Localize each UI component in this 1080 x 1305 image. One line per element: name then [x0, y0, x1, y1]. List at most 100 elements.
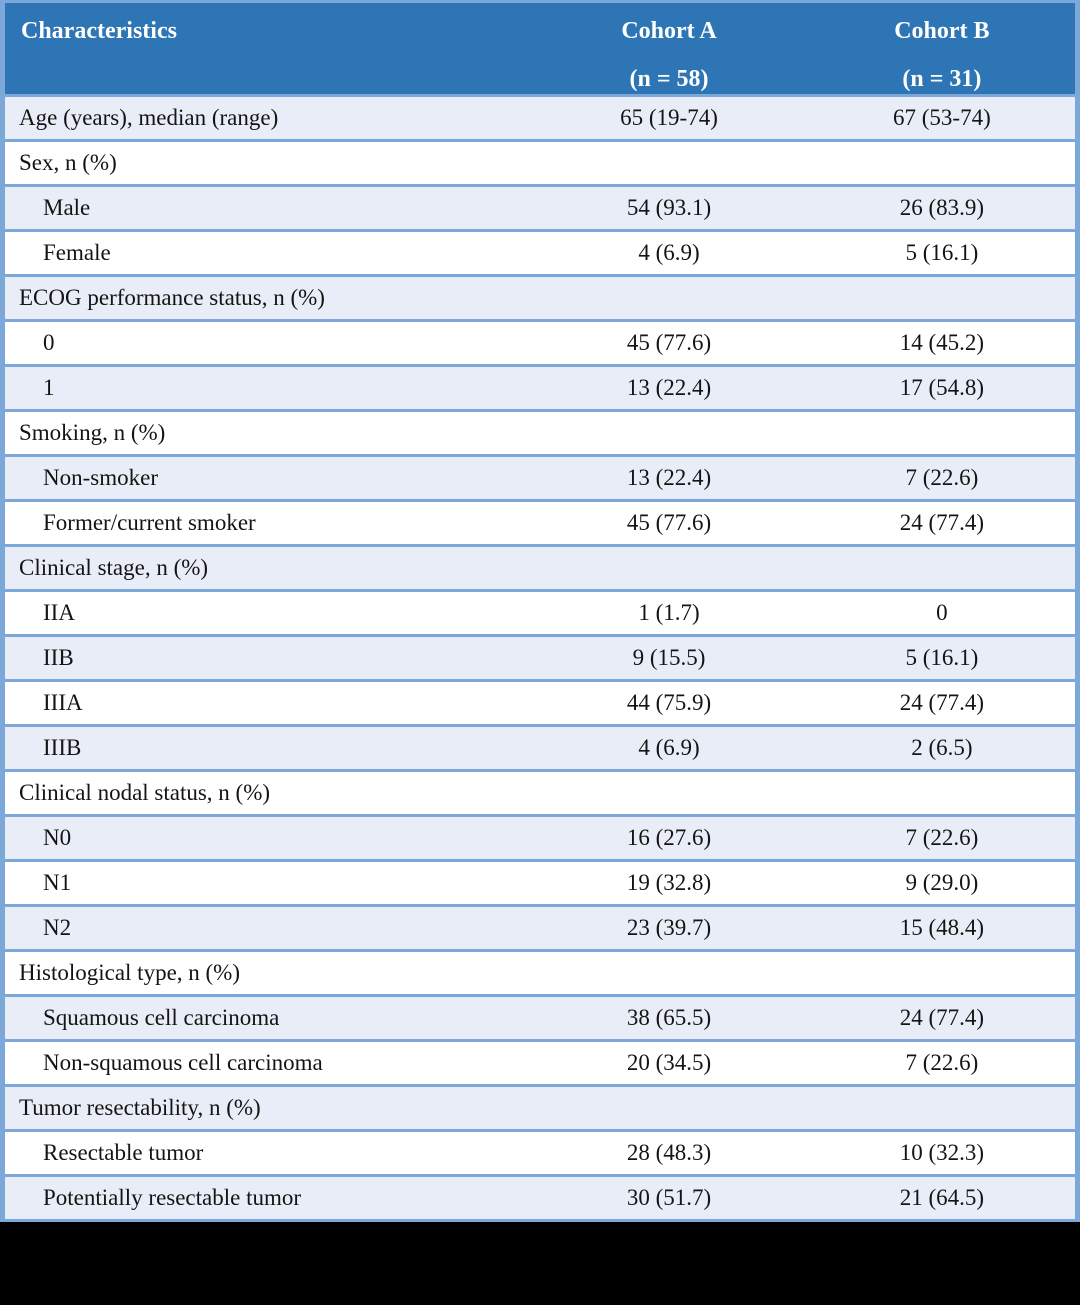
row-label-cell: Histological type, n (%)	[2, 949, 530, 996]
section-row: Sex, n (%)	[2, 139, 1078, 186]
cohort-a-value-cell: 20 (34.5)	[529, 1039, 809, 1086]
row-label-cell: Clinical nodal status, n (%)	[2, 769, 530, 816]
cohort-b-value-cell: 7 (22.6)	[808, 814, 1078, 861]
row-label-cell: Non-squamous cell carcinoma	[2, 1039, 530, 1086]
table-row: N0 16 (27.6) 7 (22.6)	[2, 814, 1078, 861]
cohort-a-value-cell: 9 (15.5)	[529, 634, 809, 681]
cohort-a-value-cell: 54 (93.1)	[529, 184, 809, 231]
cohort-a-value-cell: 23 (39.7)	[529, 904, 809, 951]
cohort-a-value-cell: 45 (77.6)	[529, 499, 809, 546]
cohort-b-value-cell: 0	[808, 589, 1078, 636]
cohort-a-value-cell: 4 (6.9)	[529, 724, 809, 771]
table-row: N2 23 (39.7) 15 (48.4)	[2, 904, 1078, 951]
cohort-a-value-cell: 30 (51.7)	[529, 1174, 809, 1221]
header-row: Characteristics Cohort A (n = 58) Cohort…	[2, 1, 1078, 97]
table-row: 0 45 (77.6) 14 (45.2)	[2, 319, 1078, 366]
cohort-a-value-cell	[529, 544, 809, 591]
cohort-a-value-cell	[529, 949, 809, 996]
row-label-cell: N2	[2, 904, 530, 951]
cohort-b-value-cell: 7 (22.6)	[808, 454, 1078, 501]
table-row: IIB 9 (15.5) 5 (16.1)	[2, 634, 1078, 681]
section-row: Tumor resectability, n (%)	[2, 1084, 1078, 1131]
cohort-b-value-cell: 9 (29.0)	[808, 859, 1078, 906]
section-row: Clinical nodal status, n (%)	[2, 769, 1078, 816]
cohort-b-value-cell	[808, 409, 1078, 456]
table-row: IIIB 4 (6.9) 2 (6.5)	[2, 724, 1078, 771]
section-row: ECOG performance status, n (%)	[2, 274, 1078, 321]
row-label-cell: Squamous cell carcinoma	[2, 994, 530, 1041]
table-row: Female 4 (6.9) 5 (16.1)	[2, 229, 1078, 276]
cohort-a-value-cell: 4 (6.9)	[529, 229, 809, 276]
row-label-cell: IIA	[2, 589, 530, 636]
cohort-b-value-cell: 14 (45.2)	[808, 319, 1078, 366]
cohort-b-value-cell: 5 (16.1)	[808, 229, 1078, 276]
table-row: 1 13 (22.4) 17 (54.8)	[2, 364, 1078, 411]
table-row: Squamous cell carcinoma 38 (65.5) 24 (77.4…	[2, 994, 1078, 1041]
row-label-cell: ECOG performance status, n (%)	[2, 274, 530, 321]
cohort-b-value-cell: 21 (64.5)	[808, 1174, 1078, 1221]
section-row: Smoking, n (%)	[2, 409, 1078, 456]
cohort-b-value-cell: 67 (53-74)	[808, 94, 1078, 141]
cohort-a-value-cell	[529, 1084, 809, 1131]
document-page: Characteristics Cohort A (n = 58) Cohort…	[0, 0, 1080, 1222]
cohort-b-value-cell	[808, 769, 1078, 816]
row-label-cell: 1	[2, 364, 530, 411]
table-row: IIIA 44 (75.9) 24 (77.4)	[2, 679, 1078, 726]
row-label-cell: 0	[2, 319, 530, 366]
cohort-b-value-cell	[808, 949, 1078, 996]
row-label-cell: Sex, n (%)	[2, 139, 530, 186]
cohort-a-value-cell: 13 (22.4)	[529, 454, 809, 501]
cohort-a-value-cell: 44 (75.9)	[529, 679, 809, 726]
cohort-b-value-cell: 24 (77.4)	[808, 679, 1078, 726]
table-row: Non-squamous cell carcinoma 20 (34.5) 7 (2…	[2, 1039, 1078, 1086]
section-row: Clinical stage, n (%)	[2, 544, 1078, 591]
cohort-a-value-cell: 38 (65.5)	[529, 994, 809, 1041]
row-label-cell: Non-smoker	[2, 454, 530, 501]
cohort-a-value-cell: 45 (77.6)	[529, 319, 809, 366]
col-header-cohort-b: Cohort B (n = 31)	[808, 1, 1078, 97]
cohort-b-value-cell: 15 (48.4)	[808, 904, 1078, 951]
row-label-cell: IIIB	[2, 724, 530, 771]
table-row: IIA 1 (1.7) 0	[2, 589, 1078, 636]
cohort-b-value-cell	[808, 274, 1078, 321]
row-label-cell: IIB	[2, 634, 530, 681]
col-header-cohort-a: Cohort A (n = 58)	[529, 1, 809, 97]
cohort-a-title: Cohort A	[621, 18, 717, 44]
row-label-cell: IIIA	[2, 679, 530, 726]
table-row: Resectable tumor 28 (48.3) 10 (32.3)	[2, 1129, 1078, 1176]
cohort-b-value-cell: 26 (83.9)	[808, 184, 1078, 231]
cohort-a-value-cell: 65 (19-74)	[529, 94, 809, 141]
table-row: Age (years), median (range) 65 (19-74) 67 …	[2, 94, 1078, 141]
cohort-b-value-cell: 5 (16.1)	[808, 634, 1078, 681]
cohort-a-value-cell	[529, 139, 809, 186]
table-row: Potentially resectable tumor 30 (51.7) 21 …	[2, 1174, 1078, 1221]
cohort-b-value-cell	[808, 544, 1078, 591]
row-label-cell: Resectable tumor	[2, 1129, 530, 1176]
cohort-a-value-cell	[529, 409, 809, 456]
cohort-b-title: Cohort B	[894, 18, 990, 44]
cohort-a-value-cell	[529, 769, 809, 816]
section-row: Histological type, n (%)	[2, 949, 1078, 996]
row-label-cell: Smoking, n (%)	[2, 409, 530, 456]
cohort-a-value-cell	[529, 274, 809, 321]
table-row: Former/current smoker 45 (77.6) 24 (77.4)	[2, 499, 1078, 546]
row-label-cell: N0	[2, 814, 530, 861]
row-label-cell: Potentially resectable tumor	[2, 1174, 530, 1221]
cohort-b-value-cell: 24 (77.4)	[808, 994, 1078, 1041]
cohort-b-value-cell: 24 (77.4)	[808, 499, 1078, 546]
cohort-b-value-cell: 17 (54.8)	[808, 364, 1078, 411]
row-label-cell: Female	[2, 229, 530, 276]
cohort-a-value-cell: 19 (32.8)	[529, 859, 809, 906]
row-label-cell: Male	[2, 184, 530, 231]
cohort-b-value-cell: 7 (22.6)	[808, 1039, 1078, 1086]
cohort-a-value-cell: 13 (22.4)	[529, 364, 809, 411]
cohort-b-value-cell: 2 (6.5)	[808, 724, 1078, 771]
row-label-cell: Age (years), median (range)	[2, 94, 530, 141]
cohort-b-value-cell: 10 (32.3)	[808, 1129, 1078, 1176]
cohort-b-value-cell	[808, 139, 1078, 186]
patient-characteristics-table: Characteristics Cohort A (n = 58) Cohort…	[0, 0, 1080, 1222]
cohort-a-value-cell: 1 (1.7)	[529, 589, 809, 636]
table-body: Age (years), median (range) 65 (19-74) 67 …	[2, 94, 1078, 1221]
table-header: Characteristics Cohort A (n = 58) Cohort…	[2, 1, 1078, 97]
table-row: Non-smoker 13 (22.4) 7 (22.6)	[2, 454, 1078, 501]
